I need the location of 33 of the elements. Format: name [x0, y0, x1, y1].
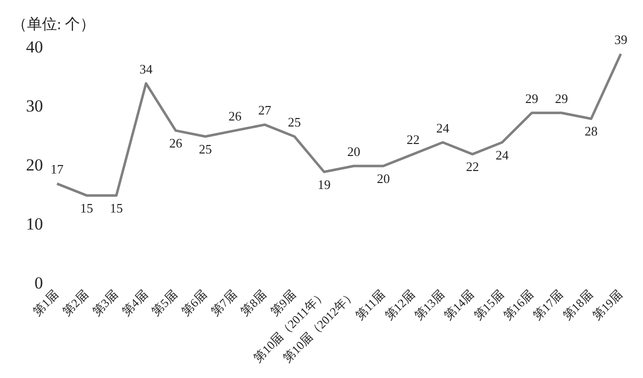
y-tick-label: 20	[26, 155, 43, 174]
data-label: 39	[614, 32, 628, 47]
data-label: 26	[169, 136, 183, 150]
y-axis-title: （单位: 个）	[12, 16, 95, 33]
data-label: 15	[110, 200, 123, 216]
y-tick-label: 0	[34, 273, 43, 292]
data-label: 20	[376, 170, 390, 186]
data-label: 20	[347, 144, 360, 159]
data-label: 24	[436, 120, 450, 136]
data-label: 25	[288, 114, 301, 130]
data-label: 24	[496, 147, 510, 162]
data-label: 19	[318, 176, 331, 192]
data-label: 22	[466, 159, 479, 174]
x-tick-label: 第2届	[60, 287, 92, 319]
data-label: 34	[140, 61, 154, 76]
data-label: 29	[525, 90, 538, 106]
x-tick-label: 第3届	[90, 287, 121, 319]
data-label: 15	[80, 200, 94, 216]
y-tick-label: 40	[26, 37, 43, 56]
x-tick-label: 第8届	[238, 287, 270, 319]
x-tick-label: 第6届	[178, 287, 210, 319]
data-label: 17	[50, 162, 64, 177]
data-label: 29	[554, 90, 568, 106]
data-label: 28	[584, 124, 598, 139]
data-label: 27	[258, 102, 272, 118]
data-label: 22	[406, 132, 420, 148]
y-tick-label: 30	[26, 96, 43, 116]
data-label: 25	[198, 141, 212, 156]
data-label: 26	[228, 108, 242, 124]
x-tick-label: 第4届	[119, 287, 150, 319]
y-tick-label: 10	[26, 214, 43, 234]
x-tick-label: 第5届	[148, 287, 180, 319]
x-tick-label: 第7届	[208, 287, 240, 319]
